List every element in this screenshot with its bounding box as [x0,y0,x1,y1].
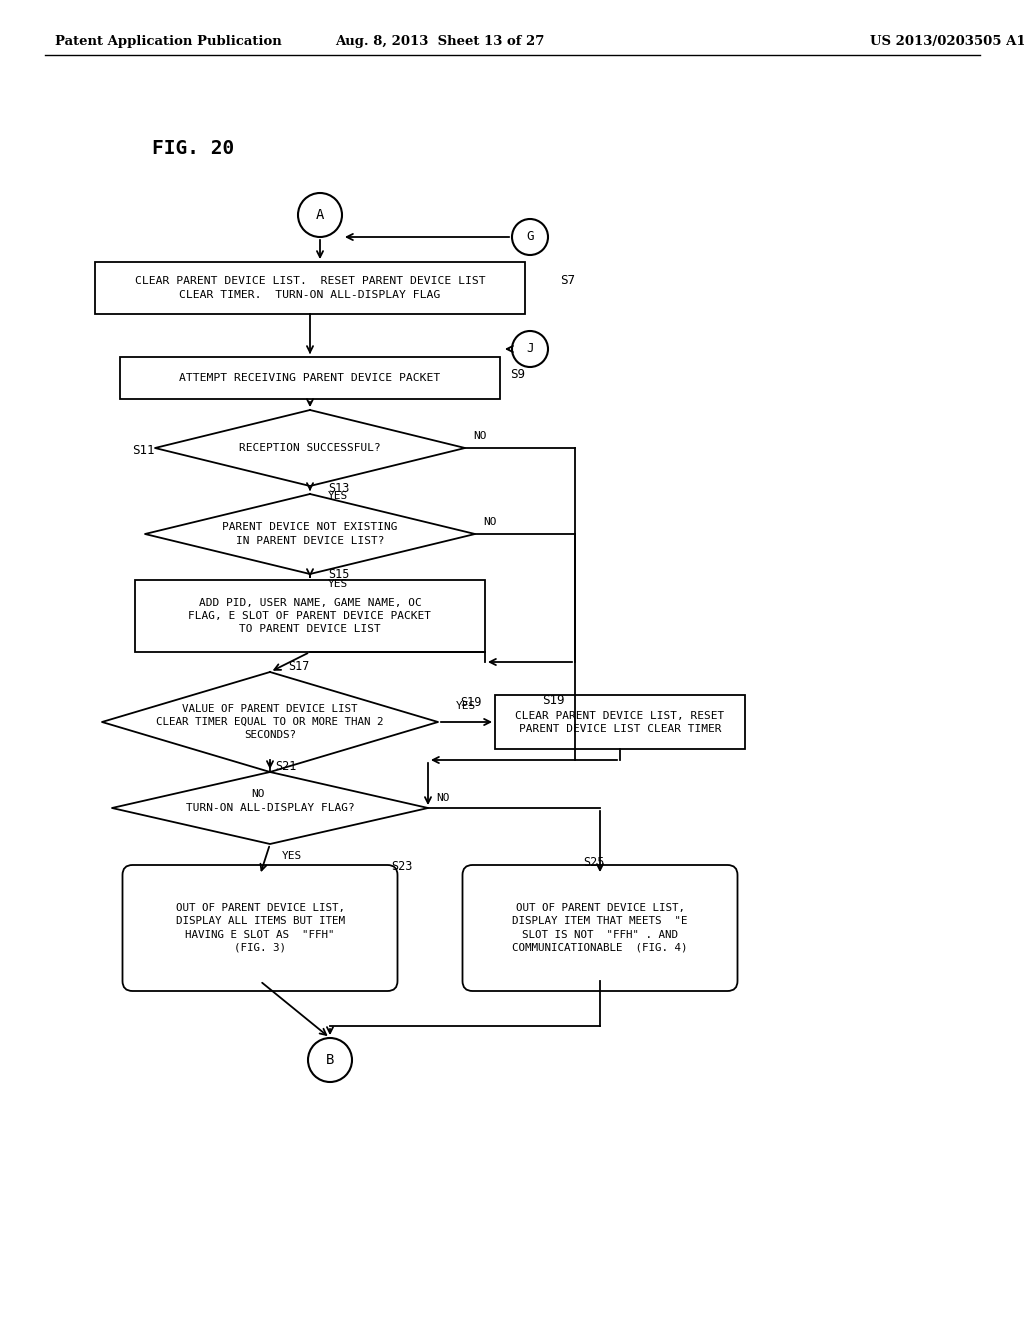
Bar [495,696,745,748]
Text: S13: S13 [328,483,349,495]
Text: CLEAR TIMER.  TURN-ON ALL-DISPLAY FLAG: CLEAR TIMER. TURN-ON ALL-DISPLAY FLAG [179,290,440,300]
Text: YES: YES [282,851,302,861]
Text: NO: NO [436,793,450,803]
Text: US 2013/0203505 A1: US 2013/0203505 A1 [870,36,1024,49]
Text: TURN-ON ALL-DISPLAY FLAG?: TURN-ON ALL-DISPLAY FLAG? [185,803,354,813]
Text: YES: YES [456,701,476,711]
Text: IN PARENT DEVICE LIST?: IN PARENT DEVICE LIST? [236,536,384,546]
Text: S25: S25 [584,857,605,870]
Text: SLOT IS NOT  "FFH" . AND: SLOT IS NOT "FFH" . AND [522,929,678,940]
Text: S11: S11 [132,444,155,457]
Text: CLEAR PARENT DEVICE LIST, RESET: CLEAR PARENT DEVICE LIST, RESET [515,710,725,721]
Text: A: A [315,209,325,222]
Text: J: J [526,342,534,355]
Text: CLEAR TIMER EQUAL TO OR MORE THAN 2: CLEAR TIMER EQUAL TO OR MORE THAN 2 [157,717,384,727]
Text: OUT OF PARENT DEVICE LIST,: OUT OF PARENT DEVICE LIST, [175,903,344,913]
Text: S23: S23 [391,861,413,874]
Text: S9: S9 [510,368,525,381]
Text: OUT OF PARENT DEVICE LIST,: OUT OF PARENT DEVICE LIST, [515,903,684,913]
Text: VALUE OF PARENT DEVICE LIST: VALUE OF PARENT DEVICE LIST [182,704,357,714]
Bar [95,261,525,314]
Text: PARENT DEVICE LIST CLEAR TIMER: PARENT DEVICE LIST CLEAR TIMER [519,723,721,734]
Text: DISPLAY ITEM THAT MEETS  "E: DISPLAY ITEM THAT MEETS "E [512,916,688,927]
Text: S19: S19 [542,693,564,706]
Bar [120,356,500,399]
Text: ATTEMPT RECEIVING PARENT DEVICE PACKET: ATTEMPT RECEIVING PARENT DEVICE PACKET [179,374,440,383]
Text: PARENT DEVICE NOT EXISTING: PARENT DEVICE NOT EXISTING [222,521,397,532]
Text: YES: YES [328,491,348,502]
Text: Aug. 8, 2013  Sheet 13 of 27: Aug. 8, 2013 Sheet 13 of 27 [335,36,545,49]
Text: NO: NO [483,517,497,527]
Text: S19: S19 [460,696,481,709]
Text: B: B [326,1053,334,1067]
Text: S17: S17 [288,660,309,672]
Text: FLAG, E SLOT OF PARENT DEVICE PACKET: FLAG, E SLOT OF PARENT DEVICE PACKET [188,611,431,620]
Text: HAVING E SLOT AS  "FFH": HAVING E SLOT AS "FFH" [185,929,335,940]
Text: S15: S15 [328,569,349,582]
Text: Patent Application Publication: Patent Application Publication [55,36,282,49]
Text: NO: NO [251,789,265,799]
Bar [135,579,485,652]
Text: COMMUNICATIONABLE  (FIG. 4): COMMUNICATIONABLE (FIG. 4) [512,942,688,953]
Text: RECEPTION SUCCESSFUL?: RECEPTION SUCCESSFUL? [240,444,381,453]
Text: FIG. 20: FIG. 20 [152,139,234,157]
Text: G: G [526,231,534,243]
Text: (FIG. 3): (FIG. 3) [234,942,286,953]
Text: CLEAR PARENT DEVICE LIST.  RESET PARENT DEVICE LIST: CLEAR PARENT DEVICE LIST. RESET PARENT D… [135,276,485,286]
Text: DISPLAY ALL ITEMS BUT ITEM: DISPLAY ALL ITEMS BUT ITEM [175,916,344,927]
Text: SECONDS?: SECONDS? [244,730,296,741]
Text: S7: S7 [560,273,575,286]
Text: YES: YES [328,579,348,589]
Text: NO: NO [473,432,486,441]
Text: ADD PID, USER NAME, GAME NAME, OC: ADD PID, USER NAME, GAME NAME, OC [199,598,421,609]
Text: S21: S21 [275,759,296,772]
Text: TO PARENT DEVICE LIST: TO PARENT DEVICE LIST [240,624,381,634]
